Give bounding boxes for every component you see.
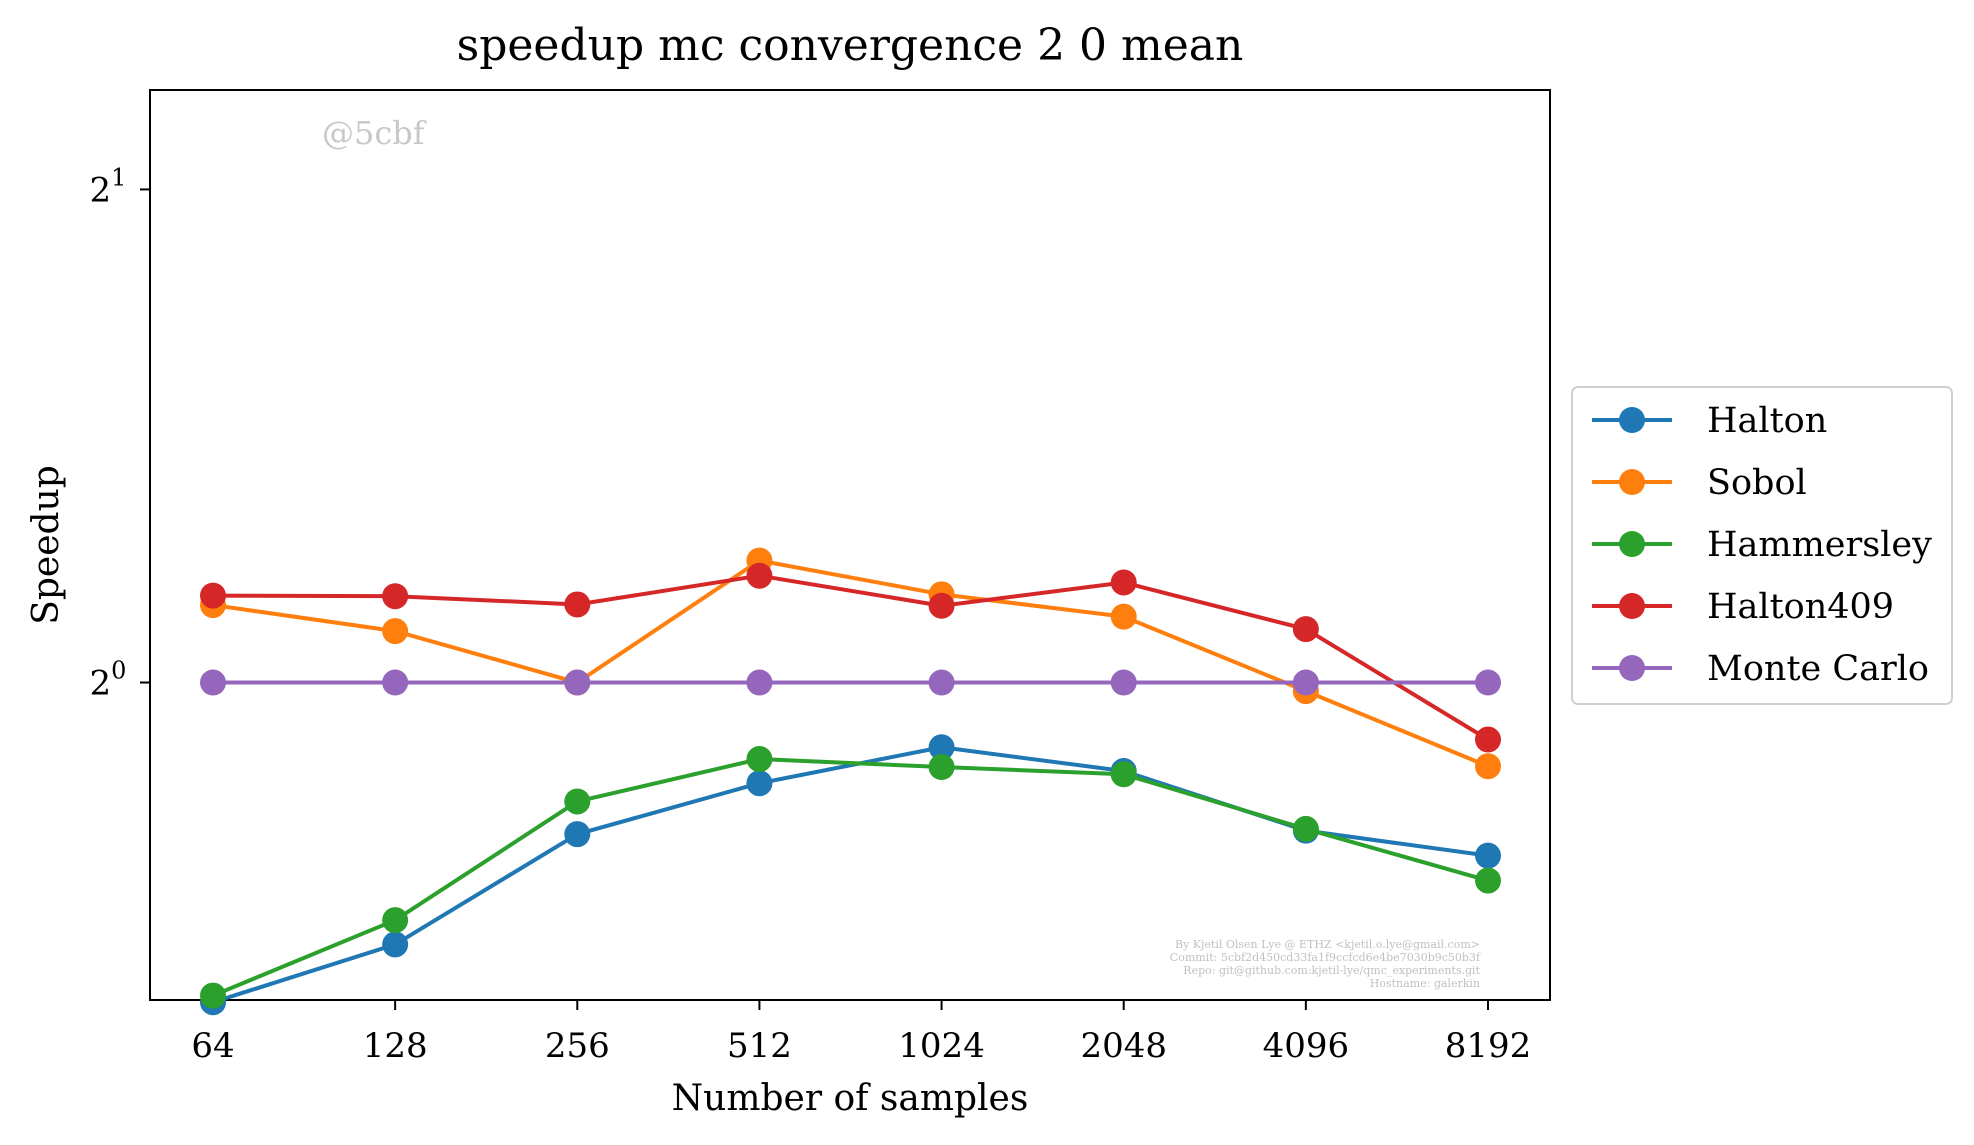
- credits-block: By Kjetil Olsen Lye @ ETHZ <kjetil.o.lye…: [1170, 938, 1481, 990]
- data-point: [382, 618, 409, 645]
- data-point: [928, 734, 955, 761]
- data-point: [1292, 669, 1319, 696]
- data-point: [928, 669, 955, 696]
- data-point: [564, 669, 591, 696]
- data-point: [746, 562, 773, 589]
- series-layer: [200, 547, 1501, 1016]
- x-tick-label: 1024: [898, 1026, 985, 1066]
- credit-line: Hostname: galerkin: [1370, 977, 1480, 990]
- data-point: [1475, 867, 1501, 894]
- legend-marker: [1619, 469, 1645, 495]
- y-tick-label: 21: [90, 163, 127, 210]
- series-sobol: [200, 547, 1501, 780]
- data-point: [1475, 842, 1501, 869]
- data-point: [564, 788, 591, 815]
- chart-title: speedup mc convergence 2 0 mean: [457, 20, 1244, 71]
- legend-marker: [1619, 531, 1645, 557]
- legend-label: Halton: [1707, 401, 1827, 441]
- x-tick-label: 2048: [1080, 1026, 1167, 1066]
- data-point: [1110, 569, 1137, 596]
- legend-label: Monte Carlo: [1707, 649, 1929, 689]
- x-axis: 64 128 256 512 1024 2048 4096 8192: [191, 1000, 1531, 1066]
- data-point: [564, 591, 591, 618]
- series-line: [212, 757, 1489, 998]
- legend-marker: [1619, 593, 1645, 619]
- data-point: [1475, 669, 1501, 696]
- x-tick-label: 64: [191, 1026, 234, 1066]
- x-tick-label: 8192: [1445, 1026, 1532, 1066]
- legend-label: Halton409: [1707, 587, 1894, 627]
- legend-frame: [1571, 386, 1953, 705]
- credit-line: Commit: 5cbf2d450cd33fa1f9ccfcd6e4be7030…: [1170, 951, 1481, 964]
- series-line: [212, 558, 1489, 769]
- series-halton409: [200, 562, 1501, 753]
- watermark: @5cbf: [322, 114, 427, 152]
- data-point: [746, 770, 773, 797]
- plot-area: [149, 89, 1551, 1001]
- legend: Halton Sobol Hammersley Halton409 Monte Carl…: [1571, 386, 1953, 705]
- series-hammersley: [200, 746, 1501, 1009]
- data-point: [1110, 603, 1137, 630]
- data-point: [1475, 753, 1501, 780]
- data-point: [382, 669, 409, 696]
- series-line: [212, 573, 1490, 742]
- legend-marker: [1619, 407, 1645, 433]
- x-tick-label: 512: [727, 1026, 792, 1066]
- data-point: [382, 907, 409, 934]
- legend-label: Sobol: [1707, 463, 1807, 503]
- data-point: [1475, 726, 1501, 753]
- data-point: [1292, 616, 1319, 643]
- data-point: [382, 583, 409, 610]
- data-point: [1110, 761, 1137, 788]
- data-point: [564, 821, 591, 848]
- legend-label: Hammersley: [1707, 525, 1932, 565]
- data-point: [1110, 669, 1137, 696]
- y-tick-label: 20: [90, 657, 127, 704]
- x-tick-label: 128: [363, 1026, 428, 1066]
- data-point: [382, 931, 409, 958]
- data-point: [200, 582, 226, 609]
- x-tick-label: 4096: [1263, 1026, 1350, 1066]
- data-point: [746, 669, 773, 696]
- credit-line: By Kjetil Olsen Lye @ ETHZ <kjetil.o.lye…: [1175, 938, 1480, 951]
- data-point: [1292, 815, 1319, 842]
- x-axis-label: Number of samples: [672, 1078, 1029, 1119]
- data-point: [200, 982, 226, 1009]
- series-monte-carlo: [200, 669, 1501, 696]
- x-tick-label: 256: [545, 1026, 610, 1066]
- data-point: [928, 592, 955, 619]
- data-point: [928, 754, 955, 781]
- y-axis-label: Speedup: [26, 465, 67, 625]
- credit-line: Repo: git@github.com:kjetil-lye/qmc_expe…: [1183, 964, 1480, 977]
- data-point: [200, 669, 226, 696]
- plot-frame: [149, 89, 1551, 1001]
- legend-marker: [1619, 655, 1645, 681]
- data-point: [746, 746, 773, 773]
